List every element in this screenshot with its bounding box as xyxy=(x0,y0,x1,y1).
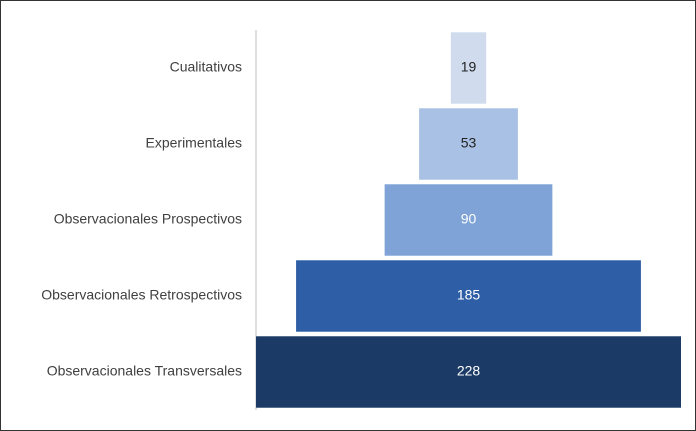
value-label: 185 xyxy=(457,287,481,303)
value-label: 19 xyxy=(461,59,477,75)
bar xyxy=(384,184,553,256)
category-label: Observacionales Prospectivos xyxy=(54,211,242,227)
category-label: Cualitativos xyxy=(170,59,242,75)
value-label: 90 xyxy=(461,211,477,227)
category-label: Observacionales Transversales xyxy=(47,363,242,379)
category-label: Observacionales Retrospectivos xyxy=(41,287,242,303)
bar xyxy=(450,32,487,104)
bar xyxy=(296,260,641,332)
bar xyxy=(256,336,681,408)
category-label: Experimentales xyxy=(146,135,243,151)
bar xyxy=(419,108,518,180)
value-label: 228 xyxy=(457,363,481,379)
value-label: 53 xyxy=(461,135,477,151)
